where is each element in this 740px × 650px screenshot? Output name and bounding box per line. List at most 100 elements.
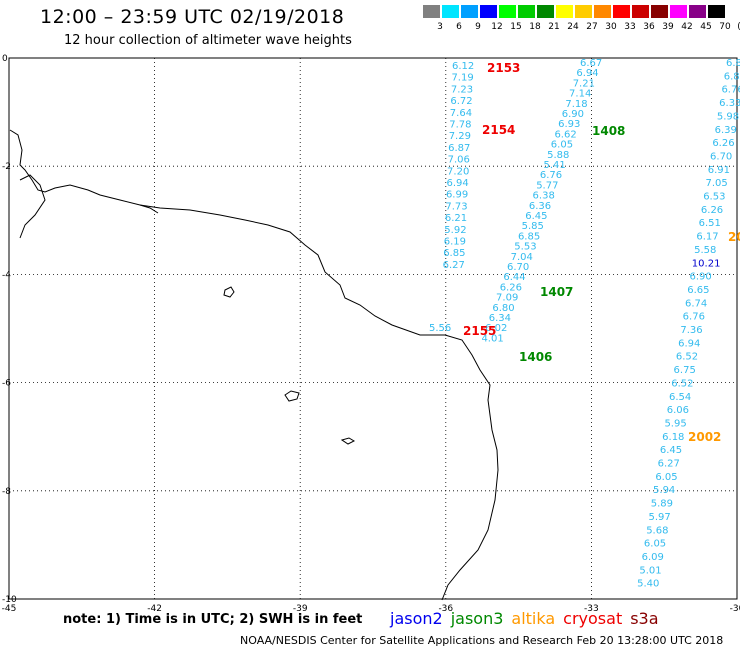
wave-height-value: 6.19 (444, 237, 466, 248)
track-time-label: 1407 (540, 285, 573, 299)
coast-island (223, 286, 235, 298)
wave-height-value: 6.99 (446, 190, 468, 201)
scale-swatch (423, 5, 440, 18)
wave-height-value: 7.20 (447, 166, 469, 177)
wave-height-value: 6.87 (448, 143, 470, 154)
scale-label: 36 (643, 22, 655, 32)
wave-height-value: 6.76 (683, 312, 705, 323)
scale-swatch (518, 5, 535, 18)
map-frame (8, 57, 738, 600)
scale-label: 39 (662, 22, 674, 32)
scale-swatch (708, 5, 725, 18)
altimeter-tracks: 6.127.197.236.727.647.787.296.877.067.20… (429, 58, 740, 590)
wave-height-value: 6.34 (489, 313, 511, 324)
map-subtitle: 12 hour collection of altimeter wave hei… (64, 33, 352, 48)
wave-height-value: 5.41 (544, 160, 566, 171)
wave-height-value: 6.45 (525, 211, 547, 222)
wave-height-value: 7.19 (451, 73, 473, 84)
scale-label: 15 (510, 22, 522, 32)
wave-height-value: 6.12 (452, 61, 474, 72)
wave-height-value: 4.01 (481, 333, 503, 344)
wave-height-value: 7.09 (496, 293, 518, 304)
wave-height-value: 5.40 (637, 579, 659, 590)
scale-swatch (613, 5, 630, 18)
wave-height-value: 6.53 (703, 192, 725, 203)
wave-height-value: 6.74 (685, 298, 707, 309)
track-time-label: 20 (728, 230, 740, 244)
wave-height-value: 6.52 (671, 378, 693, 389)
wave-height-value: 6.44 (503, 272, 525, 283)
wave-height-value: 6.94 (576, 68, 598, 79)
wave-height-value: 5.85 (522, 221, 544, 232)
wave-height-value: 5.92 (444, 225, 466, 236)
lon-tick-label: -33 (584, 604, 599, 614)
wave-height-value: 6.67 (580, 58, 602, 69)
track-time-label: 1408 (592, 124, 625, 138)
track-time-label: 2155 (463, 324, 496, 338)
wave-height-value: 6.05 (644, 539, 666, 550)
wave-height-value: 6.36 (529, 201, 551, 212)
scale-swatch (537, 5, 554, 18)
wave-height-value: 5.89 (651, 499, 673, 510)
scale-label: 21 (548, 22, 560, 32)
wave-height-value: 6.70 (710, 151, 732, 162)
wave-height-value: 7.21 (573, 78, 595, 89)
scale-label: 45 (700, 22, 712, 32)
wave-height-value: 10.21 (692, 258, 721, 269)
legend-altika: altika (511, 609, 556, 628)
wave-height-value: 6.33 (719, 98, 740, 109)
lon-tick-label: -39 (293, 604, 308, 614)
scale-label: 9 (475, 22, 481, 32)
note-text: note: 1) Time is in UTC; 2) SWH is in fe… (63, 612, 363, 627)
wave-height-value: 6.52 (676, 352, 698, 363)
wave-height-value: 7.18 (565, 99, 587, 110)
wave-height-value: 6.90 (690, 272, 712, 283)
wave-height-value: 6.76 (721, 85, 740, 96)
lon-tick-label: -42 (147, 604, 162, 614)
wave-height-value: 6.05 (655, 472, 677, 483)
wave-height-value: 6.76 (540, 170, 562, 181)
scale-label: 6 (456, 22, 462, 32)
scale-swatch (480, 5, 497, 18)
wave-height-value: 6.62 (554, 129, 576, 140)
lat-tick-label: 0 (2, 54, 8, 64)
scale-swatch (442, 5, 459, 18)
wave-height-value: 6.45 (660, 445, 682, 456)
wave-height-value: 6.8 (724, 71, 740, 82)
wave-height-value: 5.77 (536, 180, 558, 191)
scale-swatch (461, 5, 478, 18)
wave-height-value: 6.38 (533, 191, 555, 202)
scale-swatch (689, 5, 706, 18)
wave-height-value: 6.75 (674, 365, 696, 376)
wave-height-value: 6.26 (712, 138, 734, 149)
wave-height-value: 5.01 (639, 565, 661, 576)
scale-label: 27 (586, 22, 598, 32)
wave-height-value: 6.91 (708, 165, 730, 176)
lat-tick-label: -6 (2, 379, 11, 389)
track-time-label: 2153 (487, 61, 520, 75)
wave-height-value: 6.85 (443, 248, 465, 259)
coast-island (340, 437, 356, 445)
wave-height-value: 7.06 (448, 155, 470, 166)
legend-jason3: jason3 (450, 609, 504, 628)
scale-label: 24 (567, 22, 579, 32)
scale-label: 12 (491, 22, 503, 32)
wave-height-value: 6.51 (699, 218, 721, 229)
wave-height-value: 6.80 (492, 303, 514, 314)
lon-tick-label: -30 (730, 604, 740, 614)
scale-swatch (556, 5, 573, 18)
wave-height-value: 5.53 (514, 242, 536, 253)
coast-island (139, 204, 159, 214)
wave-height-value: 6.65 (687, 285, 709, 296)
wave-height-value: 6.39 (715, 125, 737, 136)
lat-tick-label: -2 (2, 162, 11, 172)
track-time-label: 1406 (519, 350, 552, 364)
lat-tick-label: -10 (2, 595, 17, 605)
wave-height-value: 7.04 (511, 252, 533, 263)
scale-label: 18 (529, 22, 541, 32)
wave-height-value: 5.97 (648, 512, 670, 523)
wave-height-value: 6.18 (662, 432, 684, 443)
wave-height-value: 5.98 (717, 111, 739, 122)
legend-jason2: jason2 (390, 609, 443, 628)
